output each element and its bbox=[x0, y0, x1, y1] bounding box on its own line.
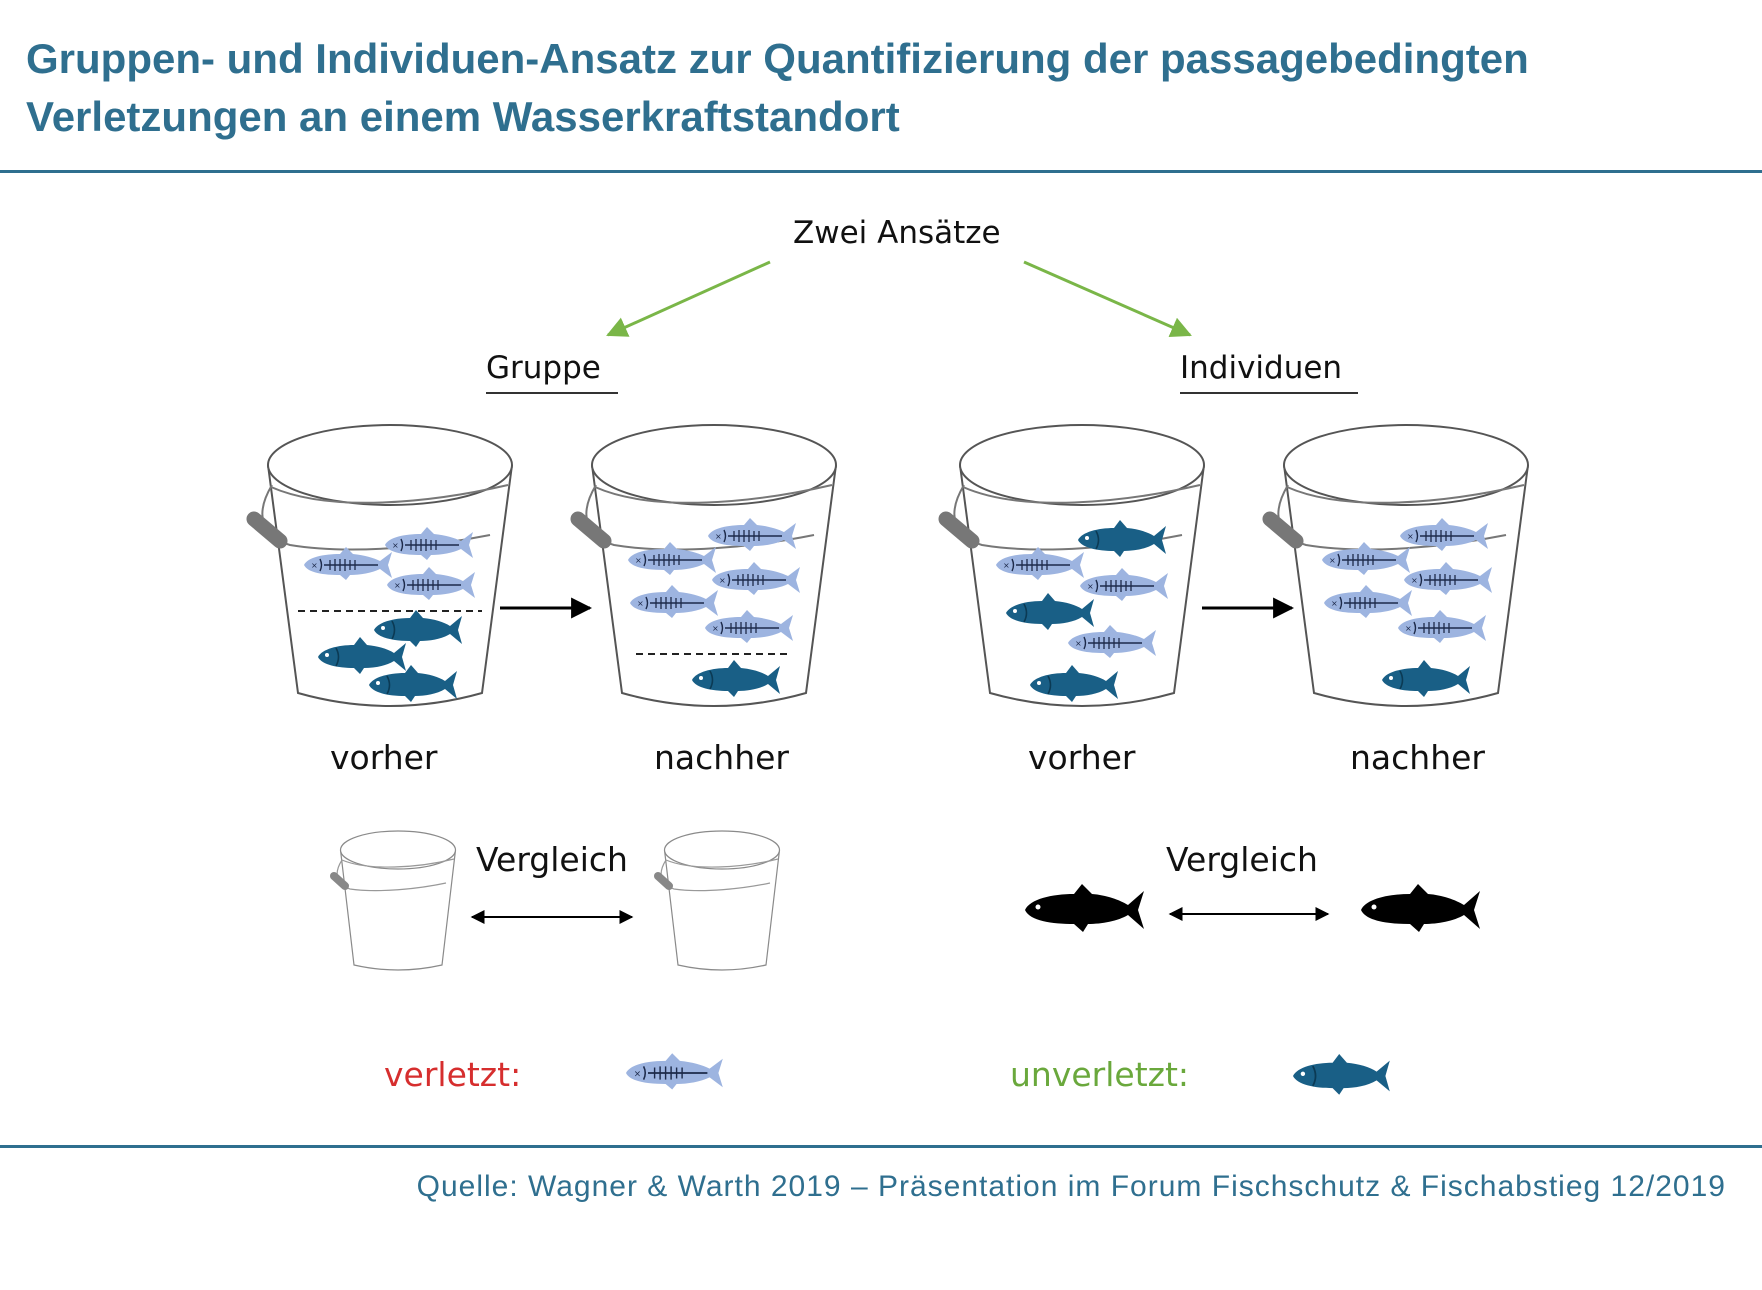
group-after-label: nachher bbox=[654, 738, 789, 777]
source-note: Quelle: Wagner & Warth 2019 – Präsentati… bbox=[416, 1170, 1726, 1203]
title-line-2: Verletzungen an einem Wasserkraftstandor… bbox=[26, 93, 900, 140]
group-before-label: vorher bbox=[330, 738, 438, 777]
bucket-icon bbox=[658, 831, 780, 970]
title-line-1: Gruppen- und Individuen-Ansatz zur Quant… bbox=[26, 35, 1529, 82]
black-fish-icon bbox=[1361, 884, 1480, 932]
branch-arrow-individual bbox=[1023, 260, 1192, 338]
healthy-fish-icon bbox=[1292, 1053, 1391, 1096]
injured-legend-label: verletzt: bbox=[384, 1055, 522, 1094]
top-divider bbox=[0, 170, 1762, 173]
page-title: Gruppen- und Individuen-Ansatz zur Quant… bbox=[26, 30, 1726, 146]
top-label: Zwei Ansätze bbox=[793, 215, 1001, 251]
bucket-icon bbox=[1270, 425, 1528, 706]
group-heading: Gruppe bbox=[486, 350, 618, 394]
branch-arrow-group bbox=[606, 260, 771, 337]
bucket-icon bbox=[334, 831, 456, 970]
injured-fish-icon bbox=[625, 1052, 724, 1091]
uninjured-legend-label: unverletzt: bbox=[1010, 1055, 1190, 1094]
individual-before-label: vorher bbox=[1028, 738, 1136, 777]
bottom-divider bbox=[0, 1145, 1762, 1148]
group-compare-label: Vergleich bbox=[476, 840, 628, 879]
individual-heading: Individuen bbox=[1180, 350, 1358, 394]
black-fish-icon bbox=[1025, 884, 1144, 932]
individual-compare-label: Vergleich bbox=[1166, 840, 1318, 879]
individual-after-label: nachher bbox=[1350, 738, 1485, 777]
